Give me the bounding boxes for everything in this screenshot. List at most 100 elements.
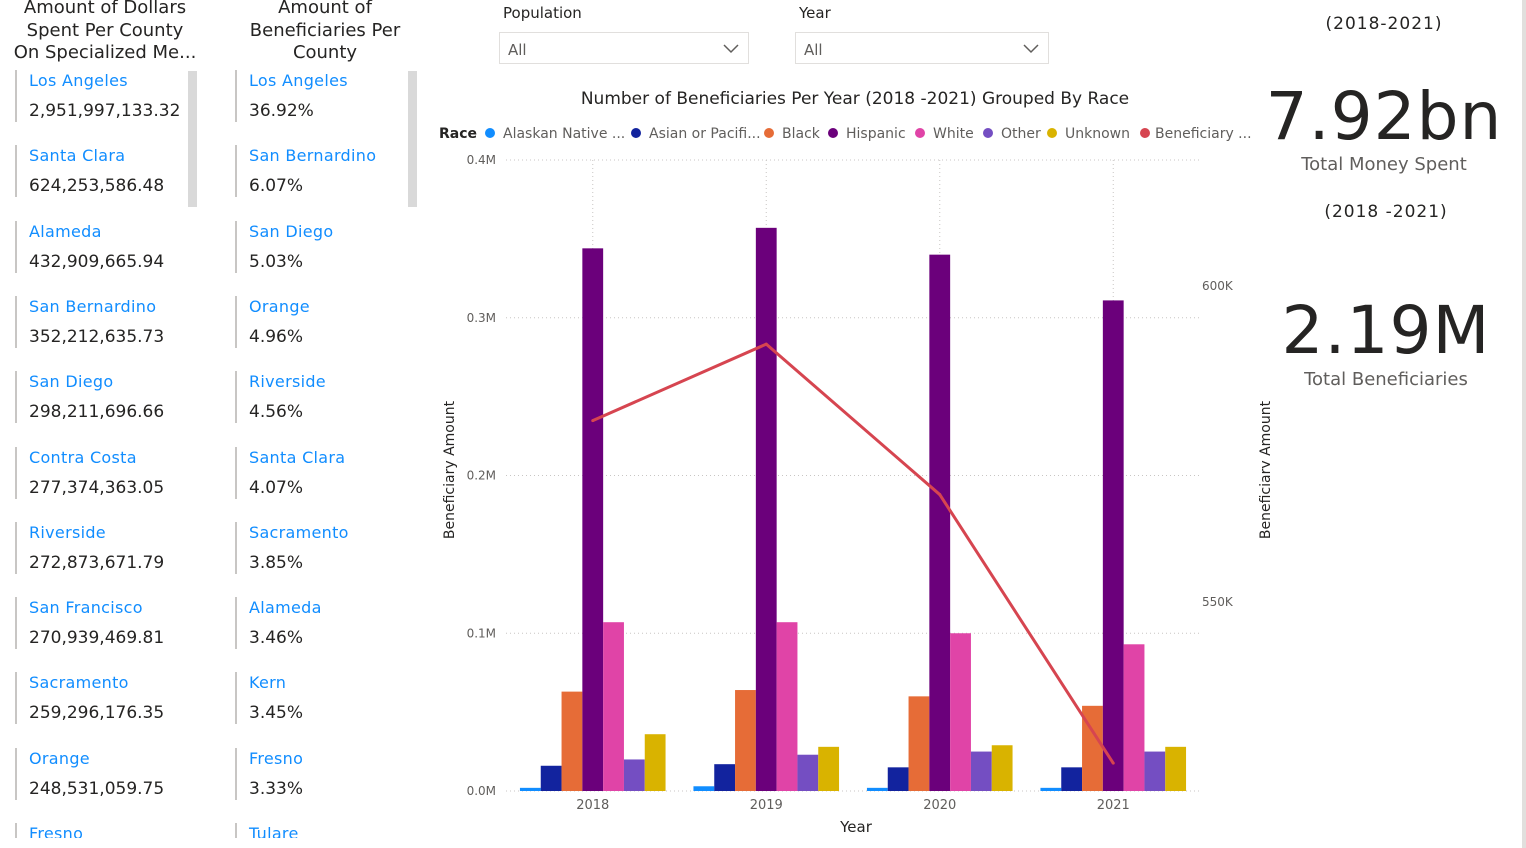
card-item[interactable]: Los Angeles 2,951,997,133.32: [15, 70, 180, 122]
bar[interactable]: [818, 746, 840, 791]
card-item[interactable]: Orange 248,531,059.75: [15, 747, 164, 800]
card-item-name[interactable]: San Francisco: [29, 598, 143, 618]
beneficiaries-card-list[interactable]: Los Angeles 36.92% San Bernardino 6.07% San …: [235, 70, 405, 838]
chart-legend[interactable]: Race Alaskan Native ... Asian or Pacifi...…: [439, 126, 1252, 142]
bar[interactable]: [776, 622, 798, 791]
bar[interactable]: [929, 254, 951, 791]
card-item[interactable]: Sacramento 259,296,176.35: [15, 672, 164, 725]
card-item-name[interactable]: Fresno: [29, 824, 84, 838]
beneficiaries-card-scrollbar[interactable]: [408, 71, 417, 207]
beneficiaries-card-title: Amount of Beneficiaries Per County: [220, 0, 430, 65]
card-item-name[interactable]: Contra Costa: [29, 447, 137, 467]
beneficiary-line[interactable]: [592, 342, 1115, 764]
bar[interactable]: [887, 767, 909, 791]
card-item-name[interactable]: Los Angeles: [249, 71, 348, 90]
bar[interactable]: [623, 759, 645, 791]
bar[interactable]: [797, 754, 819, 791]
card-item-name[interactable]: San Diego: [249, 221, 334, 241]
bar[interactable]: [1144, 751, 1166, 791]
card-item-name[interactable]: Sacramento: [29, 673, 129, 693]
bar[interactable]: [644, 734, 666, 791]
card-item-name[interactable]: Alameda: [249, 598, 322, 618]
legend-item[interactable]: Alaskan Native ...: [485, 126, 625, 142]
card-item[interactable]: San Bernardino 352,212,635.73: [15, 295, 164, 348]
card-item[interactable]: Fresno 3.33%: [235, 747, 304, 800]
bar[interactable]: [755, 227, 777, 791]
bar[interactable]: [950, 633, 971, 791]
legend-item[interactable]: Unknown: [1047, 126, 1130, 142]
card-item[interactable]: Santa Clara 4.07%: [235, 446, 346, 499]
legend-item[interactable]: Black: [764, 126, 821, 142]
bar[interactable]: [1123, 644, 1145, 791]
card-item[interactable]: San Diego 298,211,696.66: [15, 371, 164, 424]
card-item[interactable]: Alameda 3.46%: [235, 597, 322, 650]
legend-item[interactable]: Beneficiary ...: [1140, 126, 1252, 142]
chart-bars[interactable]: [519, 227, 1187, 792]
card-item[interactable]: Fresno: [15, 823, 83, 838]
card-item-name[interactable]: Fresno: [249, 748, 304, 768]
y-tick-label: 0.2M: [467, 469, 496, 483]
total-money-label: Total Money Spent: [1301, 154, 1467, 175]
bar[interactable]: [561, 691, 583, 791]
card-item-name[interactable]: Alameda: [29, 221, 102, 241]
bar[interactable]: [693, 786, 715, 791]
bar[interactable]: [1165, 746, 1187, 791]
card-item[interactable]: Riverside 272,873,671.79: [15, 521, 164, 574]
card-item[interactable]: Los Angeles 36.92%: [235, 70, 348, 122]
bar[interactable]: [970, 751, 992, 791]
bar[interactable]: [603, 622, 624, 791]
bar[interactable]: [1102, 300, 1124, 791]
beneficiaries-by-race-chart[interactable]: Number of Beneficiaries Per Year (2018 -…: [430, 80, 1270, 848]
card-item-name[interactable]: Santa Clara: [29, 146, 126, 166]
bar[interactable]: [540, 765, 562, 791]
card-item-name[interactable]: Riverside: [29, 522, 106, 542]
bar[interactable]: [908, 696, 930, 791]
bar[interactable]: [1040, 787, 1062, 791]
card-item[interactable]: San Diego 5.03%: [235, 220, 334, 273]
card-item-name[interactable]: Santa Clara: [249, 447, 346, 467]
card-item-value: 3.46%: [249, 628, 304, 649]
bar[interactable]: [735, 690, 756, 791]
card-item-name[interactable]: Orange: [29, 748, 90, 768]
bar[interactable]: [582, 248, 604, 792]
line-point[interactable]: [1111, 761, 1115, 765]
card-item[interactable]: Contra Costa 277,374,363.05: [15, 446, 164, 499]
line-point[interactable]: [764, 342, 768, 346]
legend-item[interactable]: Asian or Pacifi...: [631, 126, 761, 142]
card-item[interactable]: Sacramento 3.85%: [235, 521, 349, 574]
card-item-name[interactable]: Riverside: [249, 372, 326, 392]
bar[interactable]: [991, 745, 1013, 791]
card-item[interactable]: Kern 3.45%: [235, 672, 303, 725]
card-item-name[interactable]: San Bernardino: [29, 296, 157, 316]
year-slicer-dropdown[interactable]: All: [795, 32, 1049, 64]
card-item-name[interactable]: San Bernardino: [249, 146, 377, 166]
line-point[interactable]: [591, 419, 595, 423]
dollars-card-list[interactable]: Los Angeles 2,951,997,133.32 Santa Clara 62…: [15, 70, 195, 838]
legend-item[interactable]: White: [915, 126, 974, 142]
bar[interactable]: [1082, 705, 1103, 791]
dollars-card-scrollbar[interactable]: [188, 71, 197, 207]
card-item[interactable]: Santa Clara 624,253,586.48: [15, 145, 164, 198]
bar[interactable]: [714, 764, 736, 791]
bar[interactable]: [519, 787, 541, 791]
card-item-name[interactable]: Los Angeles: [29, 71, 128, 90]
chart-line-layer[interactable]: [591, 342, 1115, 765]
card-item[interactable]: Alameda 432,909,665.94: [15, 220, 164, 273]
y-tick-label: 0.3M: [467, 311, 496, 325]
card-item-name[interactable]: Sacramento: [249, 522, 349, 542]
card-item-name[interactable]: Kern: [249, 673, 287, 693]
card-item[interactable]: Riverside 4.56%: [235, 371, 326, 424]
card-item-name[interactable]: San Diego: [29, 372, 114, 392]
card-item-name[interactable]: Orange: [249, 296, 310, 316]
card-item[interactable]: San Bernardino 6.07%: [235, 145, 377, 198]
card-item[interactable]: Orange 4.96%: [235, 295, 310, 348]
card-item[interactable]: Tulare: [235, 823, 299, 838]
bar[interactable]: [866, 787, 888, 791]
legend-item[interactable]: Hispanic: [828, 126, 906, 142]
population-slicer-dropdown[interactable]: All: [499, 32, 749, 64]
card-item[interactable]: San Francisco 270,939,469.81: [15, 597, 164, 650]
card-item-name[interactable]: Tulare: [249, 824, 299, 838]
legend-item[interactable]: Other: [983, 126, 1041, 142]
line-point[interactable]: [938, 493, 942, 497]
bar[interactable]: [1061, 767, 1083, 791]
